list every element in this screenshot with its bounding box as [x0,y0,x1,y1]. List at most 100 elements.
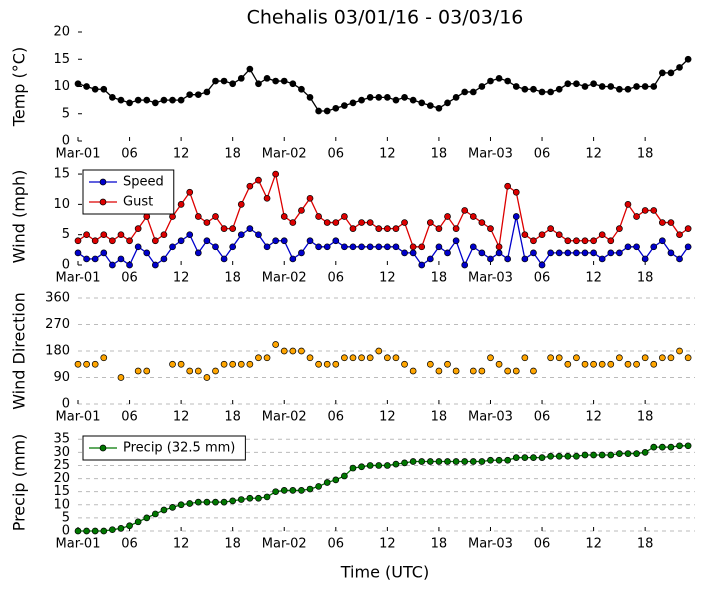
data-point [109,526,116,534]
data-point [426,255,434,263]
data-point [384,225,391,232]
x-tick-label: Mar-03 [468,410,513,425]
data-point [547,249,554,257]
data-point [74,527,82,535]
legend: Precip (32.5 mm) [82,435,246,461]
data-point [538,231,546,239]
data-point [246,65,254,73]
data-point [212,243,219,251]
data-point [435,243,443,251]
x-tick-label: 18 [224,537,241,552]
data-point [341,354,348,362]
data-point [109,94,116,101]
data-point [538,454,546,461]
data-point [616,225,623,232]
data-point [100,249,108,257]
x-tick-label: 12 [585,410,602,425]
data-point [177,501,185,509]
data-point [272,341,279,348]
data-point [280,213,288,220]
data-point [220,77,228,85]
data-point [160,231,168,239]
data-point [177,360,185,368]
data-point [435,225,443,232]
data-point [358,243,365,251]
data-point [590,80,597,88]
data-point [684,225,692,232]
data-point [332,104,340,112]
data-point [426,360,434,368]
data-point [255,80,262,88]
data-point [641,449,649,456]
data-point [478,458,486,465]
data-point [658,219,666,226]
chart-title: Chehalis 03/01/16 - 03/03/16 [247,7,524,29]
data-point [306,485,314,493]
data-point [117,525,125,532]
data-point [452,225,460,232]
data-point [117,231,125,239]
data-point [246,182,254,190]
data-point [573,452,580,460]
data-point [401,94,408,101]
x-tick-label: 06 [534,147,551,162]
data-point [624,360,632,368]
data-point [255,494,262,502]
data-point [306,94,314,101]
data-point [143,514,151,522]
x-tick-label: 18 [224,271,241,286]
data-point [384,243,391,251]
data-point [332,476,340,484]
data-point [246,494,254,502]
data-point [194,213,202,220]
data-point [194,249,202,257]
data-point [366,462,374,469]
data-point [229,80,237,88]
data-point [409,458,417,465]
data-point [658,443,666,451]
data-point [633,83,640,90]
data-point [229,243,237,251]
data-point [134,367,142,375]
data-point [366,354,374,362]
data-point [487,255,494,263]
data-point [564,80,572,88]
data-point [521,354,529,362]
data-point [607,249,615,257]
data-point [564,360,572,368]
x-tick-label: 12 [173,410,190,425]
x-tick-label: Mar-03 [468,271,513,286]
data-point [667,249,675,257]
data-point [151,261,159,269]
data-point [444,249,451,257]
data-point [91,237,99,245]
y-axis-label: Wind (mph) [10,170,29,264]
data-point [581,237,589,245]
data-point [564,249,572,257]
y-tick-label: 10 [53,79,70,94]
data-point [83,83,90,90]
data-point [676,231,683,239]
y-tick-label: 10 [53,497,70,512]
data-point [83,231,90,239]
data-point [495,74,503,82]
x-tick-label: Mar-01 [56,537,101,552]
data-point [289,219,297,226]
data-point [384,354,391,362]
data-point [452,237,460,245]
data-point [616,85,623,93]
data-point [555,231,563,239]
data-point [684,354,692,362]
data-point [512,188,520,196]
data-point [581,83,589,90]
data-point [461,88,469,96]
legend-marker [99,444,107,452]
data-point [134,518,142,526]
data-point [358,96,365,104]
x-tick-label: Mar-02 [262,410,307,425]
data-point [504,182,512,190]
data-point [237,360,245,368]
y-tick-label: 0 [62,258,70,273]
data-point [401,360,408,368]
data-point [495,456,503,464]
